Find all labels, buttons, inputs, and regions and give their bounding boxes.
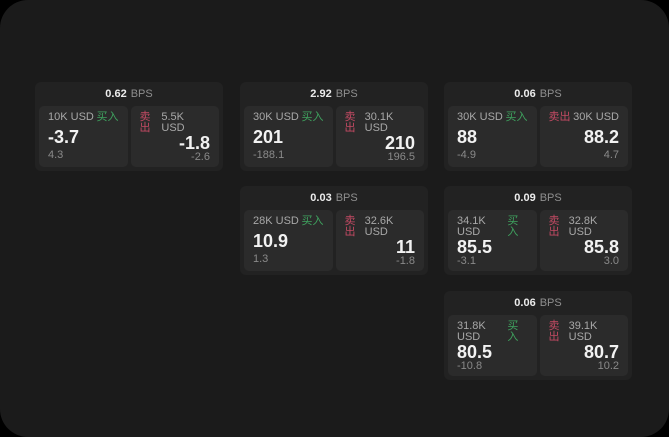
sell-price: 11 [395,237,415,257]
spread-unit: BPS [130,88,153,100]
buy-quote-tile[interactable]: 28K USD 买入 10.9 1.3 [244,210,333,271]
buy-size: 31.8K USD [457,320,486,343]
sell-change: 10.2 [597,360,619,372]
sell-size: 32.8K USD [568,215,598,238]
sell-quote-tile[interactable]: 卖出 30.1K USD 210 196.5 [335,106,424,167]
buy-price: 85.5 [457,237,493,257]
spread-unit: BPS [539,297,562,309]
spread-unit: BPS [335,192,358,204]
buy-quote-tile[interactable]: 30K USD 买入 88 -4.9 [448,106,537,167]
buy-change: -3.1 [457,255,476,267]
sell-label: 卖出 [139,111,151,134]
spread-header: 0.62 BPS [35,82,223,106]
spread-value: 0.09 [514,192,536,204]
buy-change: -10.8 [457,360,483,372]
buy-size: 30K USD [253,111,299,123]
quote-card: 0.06 BPS 30K USD 买入 88 -4.9 卖出 30K USD 8… [444,82,632,171]
buy-quote-tile[interactable]: 30K USD 买入 201 -188.1 [244,106,333,167]
buy-change: -188.1 [253,149,285,161]
buy-size: 10K USD [48,111,94,123]
spread-header: 0.03 BPS [240,186,428,210]
spread-unit: BPS [539,192,562,204]
sell-price: 210 [384,133,415,153]
buy-price: 88 [457,126,478,147]
buy-change: -4.9 [457,149,476,161]
sell-change: 196.5 [387,151,415,163]
sell-price: 85.8 [583,237,619,257]
buy-size: 34.1K USD [457,215,486,238]
buy-label: 买入 [507,215,519,238]
quote-card: 0.09 BPS 34.1K USD 买入 85.5 -3.1 卖出 32.8K… [444,186,632,275]
spread-header: 0.06 BPS [444,82,632,106]
spread-header: 2.92 BPS [240,82,428,106]
buy-quote-tile[interactable]: 31.8K USD 买入 80.5 -10.8 [448,315,537,376]
quote-card: 0.06 BPS 31.8K USD 买入 80.5 -10.8 卖出 39.1… [444,291,632,380]
quote-panes: 30K USD 买入 201 -188.1 卖出 30.1K USD 210 1… [240,106,428,171]
spread-value: 0.06 [514,297,536,309]
sell-size: 30.1K USD [364,111,394,134]
sell-size: 39.1K USD [568,320,598,343]
buy-label: 买入 [301,215,324,227]
buy-label: 买入 [96,111,119,123]
sell-size: 32.6K USD [364,215,394,238]
sell-change: -1.8 [396,255,415,267]
quote-card: 0.62 BPS 10K USD 买入 -3.7 4.3 卖出 5.5K USD… [35,82,223,171]
sell-price: 88.2 [583,126,619,147]
spread-unit: BPS [539,88,562,100]
buy-price: 80.5 [457,342,493,362]
sell-quote-tile[interactable]: 卖出 39.1K USD 80.7 10.2 [539,315,628,376]
sell-quote-tile[interactable]: 卖出 32.8K USD 85.8 3.0 [539,210,628,271]
buy-price: -3.7 [48,126,80,147]
sell-price: -1.8 [178,133,210,153]
spread-value: 0.03 [310,192,332,204]
sell-size: 5.5K USD [161,111,185,134]
sell-label: 卖出 [344,111,356,134]
quote-card: 2.92 BPS 30K USD 买入 201 -188.1 卖出 30.1K … [240,82,428,171]
quote-panes: 10K USD 买入 -3.7 4.3 卖出 5.5K USD -1.8 -2.… [35,106,223,171]
sell-label: 卖出 [548,320,560,343]
sell-change: -2.6 [191,151,210,163]
buy-change: 1.3 [253,253,269,265]
buy-size: 30K USD [457,111,503,123]
buy-label: 买入 [507,320,519,343]
spread-unit: BPS [335,88,358,100]
buy-label: 买入 [301,111,324,123]
sell-label: 卖出 [548,215,560,238]
buy-quote-tile[interactable]: 34.1K USD 买入 85.5 -3.1 [448,210,537,271]
quote-card: 0.03 BPS 28K USD 买入 10.9 1.3 卖出 32.6K US… [240,186,428,275]
spread-value: 2.92 [310,88,332,100]
quote-panes: 28K USD 买入 10.9 1.3 卖出 32.6K USD 11 -1.8 [240,210,428,275]
quote-panes: 34.1K USD 买入 85.5 -3.1 卖出 32.8K USD 85.8… [444,210,632,275]
sell-label: 卖出 [344,215,356,238]
spread-value: 0.06 [514,88,536,100]
sell-size: 30K USD [573,111,619,123]
sell-quote-tile[interactable]: 卖出 30K USD 88.2 4.7 [539,106,628,167]
buy-label: 买入 [505,111,528,123]
buy-change: 4.3 [48,149,64,161]
buy-price: 10.9 [253,230,289,251]
sell-quote-tile[interactable]: 卖出 32.6K USD 11 -1.8 [335,210,424,271]
buy-price: 201 [253,126,284,147]
spread-header: 0.06 BPS [444,291,632,315]
spread-value: 0.62 [105,88,127,100]
sell-label: 卖出 [548,111,571,123]
buy-quote-tile[interactable]: 10K USD 买入 -3.7 4.3 [39,106,128,167]
sell-price: 80.7 [583,342,619,362]
spread-header: 0.09 BPS [444,186,632,210]
buy-size: 28K USD [253,215,299,227]
sell-change: 3.0 [603,255,619,267]
sell-change: 4.7 [603,149,619,161]
quote-panes: 30K USD 买入 88 -4.9 卖出 30K USD 88.2 4.7 [444,106,632,171]
quote-panes: 31.8K USD 买入 80.5 -10.8 卖出 39.1K USD 80.… [444,315,632,380]
sell-quote-tile[interactable]: 卖出 5.5K USD -1.8 -2.6 [130,106,219,167]
